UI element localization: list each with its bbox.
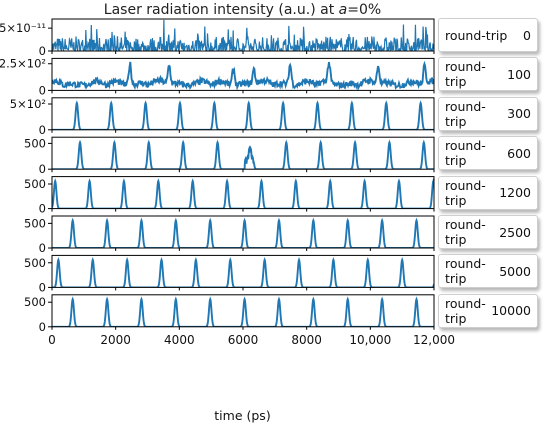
legend-roundtrip-300: round-trip 300	[438, 96, 538, 131]
series-line-roundtrip-10000	[52, 296, 434, 327]
legend-roundtrip-600: round-trip 600	[438, 136, 538, 171]
legend-roundtrip-0: round-trip 0	[438, 18, 538, 52]
y-tick-label-8-0: 0	[39, 320, 46, 334]
legend-roundtrip-1200: round-trip 1200	[438, 175, 538, 210]
y-tick-label-4-0: 0	[39, 162, 46, 176]
series-line-roundtrip-5000	[52, 256, 434, 288]
y-tick-label-1-0: 0	[39, 44, 46, 58]
x-tick-label-6: 12,000	[413, 333, 455, 347]
legend-label: round-trip	[445, 59, 486, 90]
y-tick-label-6-1: 500	[24, 216, 46, 230]
legend-value: 2500	[499, 224, 531, 240]
legend-label: round-trip	[445, 177, 486, 208]
y-tick-label-7-1: 500	[24, 256, 46, 270]
legend-label: round-trip	[445, 295, 486, 326]
legend-value: 1200	[499, 185, 531, 201]
series-line-roundtrip-300	[52, 100, 434, 130]
legend-value: 300	[507, 106, 531, 122]
legend-roundtrip-10000: round-trip 10000	[438, 293, 538, 328]
y-tick-label-5-0: 0	[39, 202, 46, 216]
y-tick-label-2-0: 0	[39, 83, 46, 97]
x-tick-label-0: 0	[48, 333, 56, 347]
y-tick-label-6-0: 0	[39, 241, 46, 255]
x-tick-label-4: 8000	[291, 333, 322, 347]
legend-value: 5000	[499, 263, 531, 279]
y-tick-label-2-1: 2.5×10²	[0, 57, 46, 71]
x-tick-label-1: 2000	[100, 333, 131, 347]
y-tick-label-5-1: 500	[24, 177, 46, 191]
legend-label: round-trip	[445, 98, 486, 129]
series-line-roundtrip-2500	[52, 217, 434, 248]
y-tick-label-3-1: 5×10²	[10, 97, 46, 111]
legend-roundtrip-5000: round-trip 5000	[438, 254, 538, 289]
legend-label: round-trip	[445, 256, 486, 287]
x-tick-label-5: 10,000	[349, 333, 391, 347]
series-line-roundtrip-100	[52, 60, 434, 91]
chart-title: Laser radiation intensity (a.u.) at a=0%	[103, 2, 382, 18]
y-tick-label-7-0: 0	[39, 280, 46, 294]
legend-label: round-trip	[445, 217, 486, 247]
legend-value: 100	[507, 66, 531, 82]
legend-roundtrip-100: round-trip 100	[438, 57, 538, 92]
series-line-roundtrip-1200	[52, 178, 434, 209]
legend-value: 600	[507, 145, 531, 161]
legend-label: round-trip	[445, 27, 508, 43]
panel-frame-7	[51, 254, 435, 288]
x-tick-label-2: 4000	[164, 333, 195, 347]
panel-frame-5	[51, 176, 435, 210]
series-line-roundtrip-600	[52, 139, 434, 170]
panel-frame-4	[51, 136, 435, 170]
y-tick-label-4-1: 500	[24, 136, 46, 150]
legend-label: round-trip	[445, 138, 486, 169]
y-tick-label-1-1: 5×10⁻¹¹	[0, 21, 46, 35]
x-axis-label: time (ps)	[214, 408, 271, 423]
legend-value: 0	[523, 27, 531, 43]
legend-value: 10000	[491, 303, 531, 319]
y-tick-label-8-1: 500	[24, 295, 46, 309]
series-line-roundtrip-0	[52, 19, 434, 51]
y-tick-label-3-0: 0	[39, 123, 46, 137]
legend-roundtrip-2500: round-trip 2500	[438, 215, 538, 249]
x-tick-label-3: 6000	[228, 333, 259, 347]
